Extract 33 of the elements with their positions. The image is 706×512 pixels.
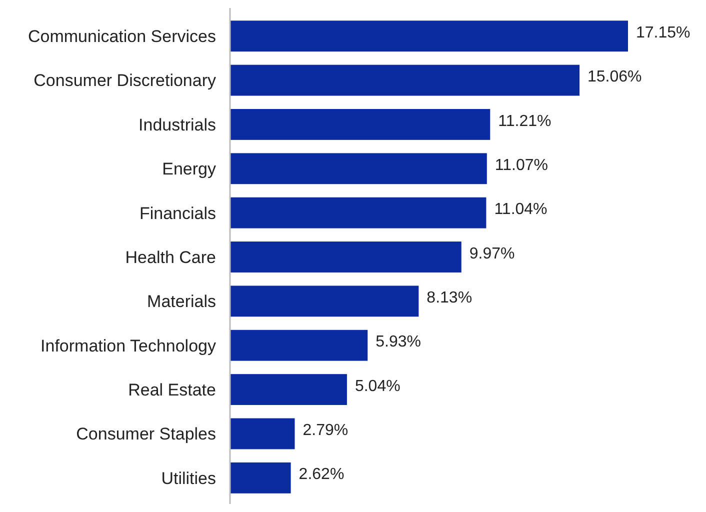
y-tick-label: Materials — [147, 292, 216, 312]
bar — [230, 330, 368, 361]
bar — [230, 64, 580, 96]
data-label: 15.06% — [587, 68, 642, 86]
data-label: 5.04% — [354, 378, 400, 395]
bar — [230, 462, 291, 494]
y-tick-label: Health Care — [125, 248, 216, 267]
bar — [230, 153, 487, 184]
data-label: 11.04% — [494, 201, 548, 218]
bar — [230, 286, 419, 317]
bar — [230, 197, 486, 228]
y-tick-label: Communication Services — [28, 27, 216, 46]
y-tick-label: Energy — [162, 160, 216, 179]
y-tick-label: Consumer Discretionary — [34, 71, 216, 90]
data-label: 2.62% — [298, 466, 344, 484]
data-label: 11.21% — [498, 112, 552, 130]
data-label: 11.07% — [494, 156, 548, 174]
y-tick-label: Information Technology — [40, 336, 216, 356]
data-label: 17.15% — [636, 24, 690, 42]
data-label: 8.13% — [426, 290, 472, 307]
bar — [230, 20, 628, 52]
y-tick-label: Consumer Staples — [76, 424, 216, 444]
bar — [230, 418, 295, 450]
y-tick-label: Utilities — [161, 468, 216, 488]
bar — [230, 108, 490, 140]
y-tick-label: Industrials — [138, 115, 216, 134]
data-label: 5.93% — [376, 334, 421, 351]
y-tick-label: Financials — [139, 204, 216, 223]
data-label: 9.97% — [469, 245, 515, 262]
bar — [230, 242, 462, 272]
bar — [230, 374, 347, 406]
y-tick-label: Real Estate — [128, 380, 216, 400]
data-label: 2.79% — [302, 422, 348, 440]
